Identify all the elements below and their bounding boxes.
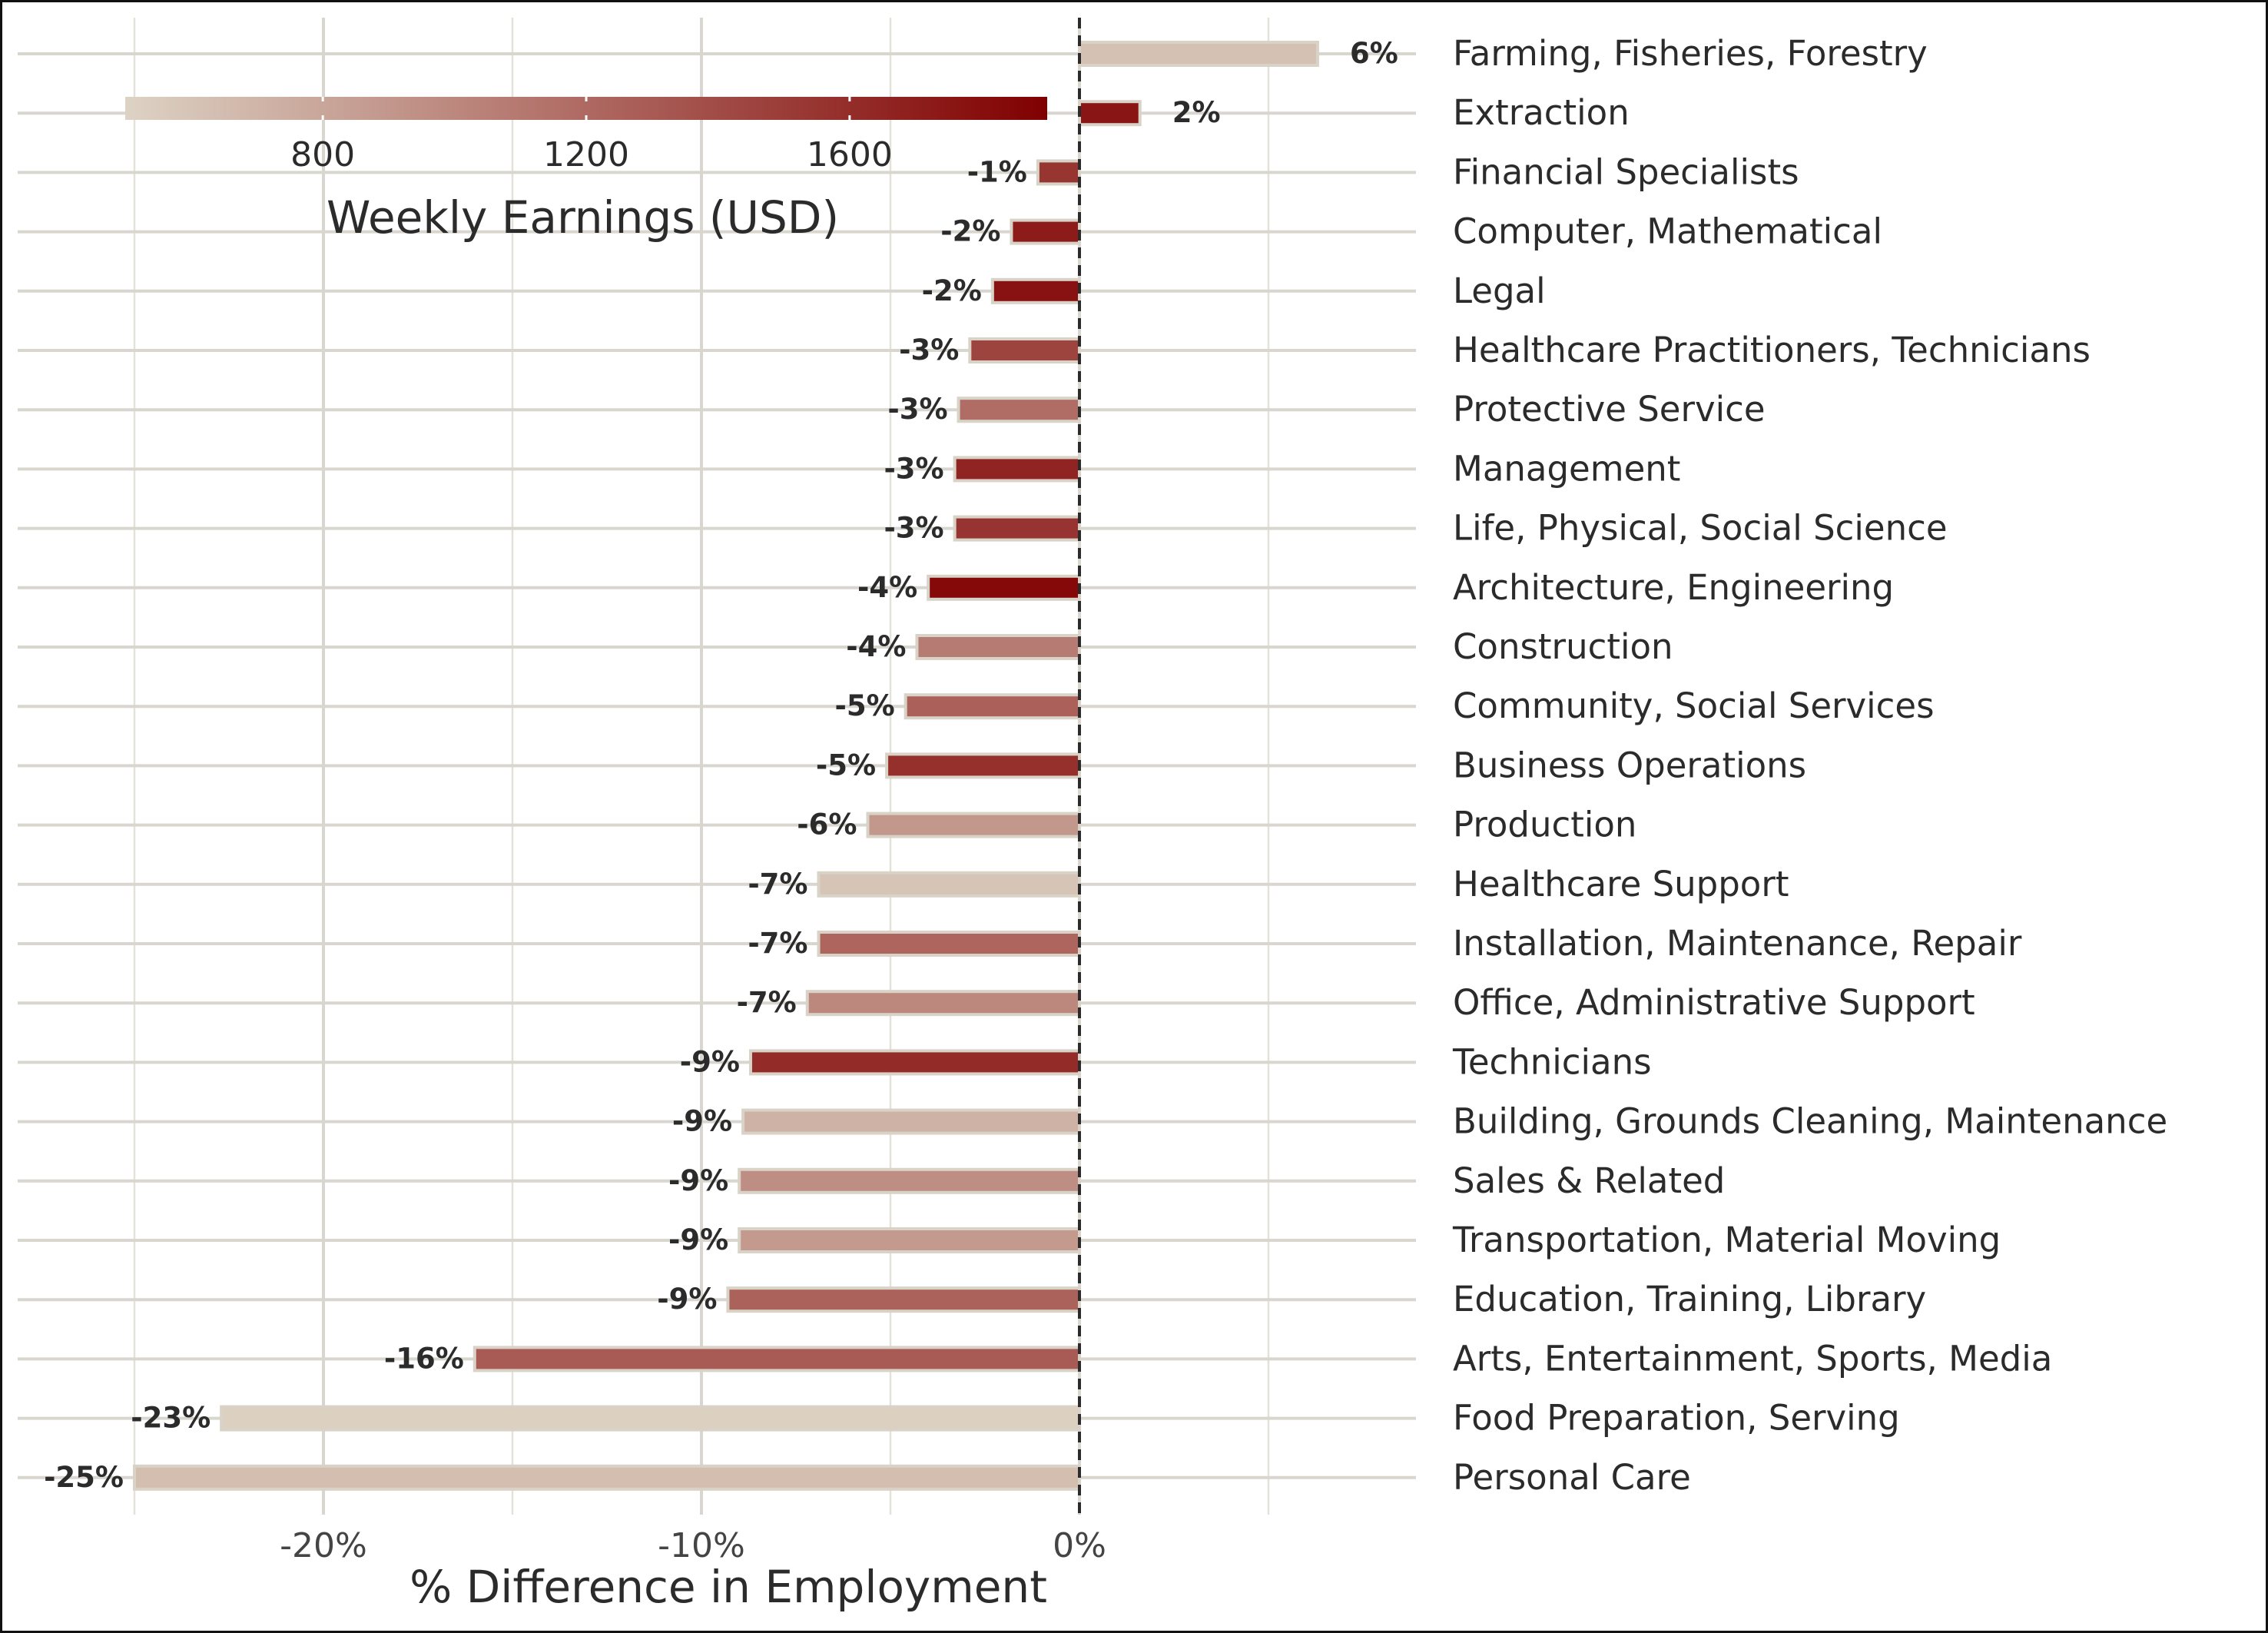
bar: [953, 456, 1082, 483]
value-label: -3%: [884, 452, 943, 485]
bar: [953, 515, 1082, 542]
x-axis: -20% -10% 0%: [280, 1526, 1106, 1565]
value-label: -2%: [940, 215, 1000, 248]
bar: [817, 931, 1082, 957]
category-label: Healthcare Support: [1453, 864, 1789, 904]
category-label: Extraction: [1453, 92, 1630, 133]
value-label: -9%: [672, 1105, 732, 1138]
category-label: Building, Grounds Cleaning, Maintenance: [1453, 1101, 2167, 1142]
value-label: 6%: [1350, 37, 1398, 70]
x-tick-label: -20%: [280, 1526, 367, 1565]
bar: [1036, 159, 1082, 186]
category-label: Management: [1453, 448, 1680, 489]
colorbar-title: Weekly Earnings (USD): [327, 191, 839, 244]
bar: [133, 1464, 1081, 1491]
category-label: Technicians: [1452, 1041, 1652, 1082]
bar: [927, 574, 1081, 601]
category-label: Protective Service: [1453, 389, 1766, 430]
x-tick-label: -10%: [658, 1526, 745, 1565]
value-label: -4%: [857, 571, 917, 604]
bar: [805, 990, 1081, 1017]
category-label: Transportation, Material Moving: [1452, 1220, 2001, 1260]
value-label: -16%: [384, 1342, 464, 1375]
bar: [472, 1346, 1081, 1372]
category-labels: Farming, Fisheries, Forestry Extraction Fi…: [1452, 33, 2167, 1498]
value-label: -7%: [748, 868, 807, 901]
value-label: -7%: [737, 986, 797, 1019]
bar: [915, 634, 1081, 660]
x-tick-label: 0%: [1053, 1526, 1106, 1565]
category-label: Food Preparation, Serving: [1453, 1398, 1900, 1439]
value-label: -9%: [668, 1223, 728, 1256]
category-label: Installation, Maintenance, Repair: [1453, 923, 2022, 964]
bar: [748, 1049, 1082, 1076]
value-label: -2%: [922, 274, 982, 307]
value-label: 2%: [1172, 96, 1221, 129]
bars: [133, 18, 1319, 1515]
value-label: -6%: [797, 808, 857, 841]
bar: [957, 397, 1082, 423]
category-label: Computer, Mathematical: [1453, 211, 1882, 252]
value-label: -3%: [884, 512, 943, 545]
value-label: -23%: [131, 1402, 211, 1435]
bar: [741, 1108, 1081, 1135]
category-label: Production: [1453, 805, 1636, 845]
value-label: -1%: [967, 155, 1027, 188]
bar: [738, 1167, 1081, 1194]
category-label: Farming, Fisheries, Forestry: [1453, 33, 1928, 74]
value-label: -25%: [44, 1461, 124, 1494]
category-label: Business Operations: [1453, 745, 1806, 785]
bar: [817, 871, 1082, 898]
value-label: -7%: [748, 927, 807, 960]
category-label: Arts, Entertainment, Sports, Media: [1453, 1338, 2052, 1379]
category-label: Healthcare Practitioners, Technicians: [1453, 330, 2091, 370]
bar: [726, 1286, 1081, 1313]
value-label: -5%: [834, 689, 894, 722]
bar: [220, 1405, 1081, 1432]
bar: [866, 812, 1081, 838]
bar: [904, 693, 1082, 720]
colorbar-legend: 800 1200 1600 Weekly Earnings (USD): [125, 97, 1047, 244]
x-axis-title: % Difference in Employment: [410, 1561, 1047, 1613]
colorbar-tick-label: 1200: [543, 135, 629, 174]
value-label: -9%: [668, 1164, 728, 1197]
value-label: -3%: [887, 393, 947, 426]
value-label: -4%: [846, 630, 906, 663]
category-label: Life, Physical, Social Science: [1453, 508, 1948, 549]
category-label: Sales & Related: [1453, 1160, 1725, 1201]
bar: [1078, 100, 1142, 127]
category-label: Legal: [1453, 271, 1546, 311]
value-label: -3%: [899, 334, 959, 367]
bar: [968, 337, 1081, 363]
category-label: Education, Training, Library: [1453, 1279, 1926, 1319]
bar: [990, 277, 1081, 304]
category-label: Office, Administrative Support: [1453, 982, 1975, 1023]
value-label: -9%: [680, 1045, 740, 1078]
bar: [1010, 218, 1081, 245]
value-labels: 6% 2% -1% -2% -2% -3% -3% -3% -3% -4% -4% -5% -5% -6%…: [44, 37, 1398, 1494]
category-label: Personal Care: [1453, 1457, 1691, 1498]
category-label: Construction: [1453, 626, 1673, 667]
bar: [885, 752, 1081, 779]
value-label: -5%: [816, 748, 876, 782]
bar: [738, 1227, 1081, 1253]
colorbar-tick-label: 1600: [807, 135, 893, 174]
category-label: Financial Specialists: [1453, 151, 1799, 192]
value-label: -9%: [657, 1283, 717, 1316]
bar: [1078, 41, 1319, 67]
colorbar-tick-label: 800: [290, 135, 355, 174]
category-label: Architecture, Engineering: [1453, 567, 1894, 608]
category-label: Community, Social Services: [1453, 685, 1935, 726]
